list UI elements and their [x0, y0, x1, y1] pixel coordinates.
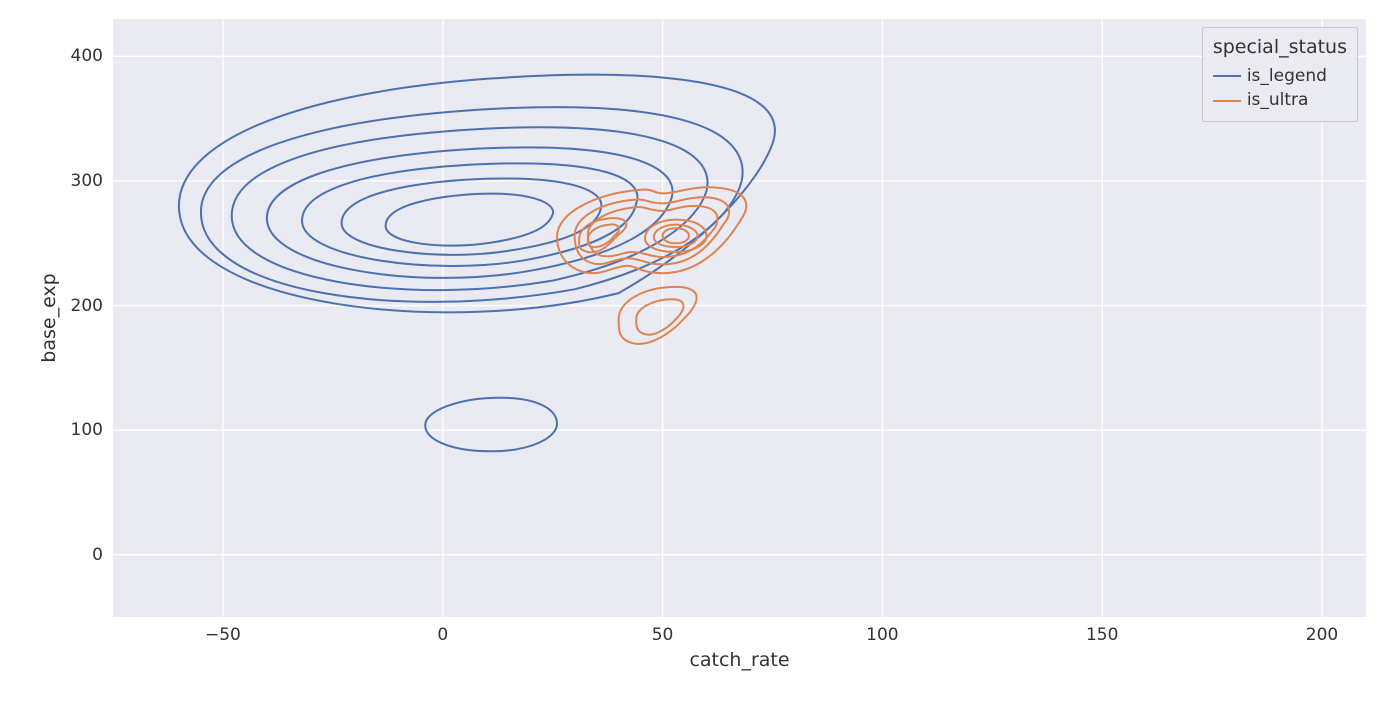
figure: −50 0 50 100 150 200 0 100 200 300 400 catch_rate…: [0, 0, 1400, 701]
legend-item: is_legend: [1213, 64, 1347, 89]
x-tick-label: −50: [205, 625, 241, 645]
x-tick-label: 150: [1086, 625, 1118, 645]
y-tick-label: 100: [71, 420, 103, 440]
x-tick-label: 0: [437, 625, 448, 645]
y-tick-label: 400: [71, 46, 103, 66]
x-axis-label: catch_rate: [689, 649, 789, 671]
legend-item: is_ultra: [1213, 88, 1347, 113]
plot-area: [113, 19, 1366, 617]
x-tick-label: 200: [1306, 625, 1338, 645]
legend-swatch: [1213, 75, 1241, 77]
legend-title: special_status: [1213, 34, 1347, 62]
y-tick-label: 200: [71, 296, 103, 316]
legend-label: is_ultra: [1247, 88, 1309, 113]
legend-items: is_legendis_ultra: [1213, 64, 1347, 113]
legend: special_status is_legendis_ultra: [1202, 27, 1358, 122]
x-tick-label: 100: [866, 625, 898, 645]
y-axis-label: base_exp: [38, 273, 60, 362]
legend-swatch: [1213, 100, 1241, 102]
y-tick-label: 300: [71, 171, 103, 191]
y-tick-label: 0: [92, 545, 103, 565]
plot-svg: [113, 19, 1366, 617]
legend-label: is_legend: [1247, 64, 1327, 89]
x-tick-label: 50: [652, 625, 674, 645]
